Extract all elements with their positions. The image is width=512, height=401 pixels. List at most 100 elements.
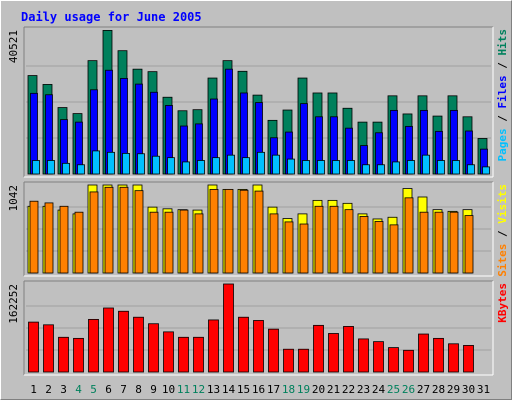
- kbytes-bar: [193, 336, 204, 373]
- x-tick-label: 30: [462, 383, 475, 396]
- kbytes-bar: [208, 319, 219, 373]
- legend-hits: Hits: [496, 29, 509, 56]
- sites-bar: [179, 209, 189, 274]
- pages-bar: [77, 164, 85, 175]
- kbytes-bar: [118, 310, 129, 373]
- pages-bar: [137, 153, 145, 175]
- x-tick-label: 3: [60, 383, 67, 396]
- kbytes-bar: [283, 348, 294, 373]
- kbytes-bar: [358, 338, 369, 373]
- kbytes-bar: [58, 336, 69, 373]
- x-tick-label: 23: [357, 383, 370, 396]
- pages-bar: [122, 152, 130, 175]
- x-tick-label: 28: [432, 383, 445, 396]
- max-label-hits: 40521: [7, 30, 20, 63]
- pages-bar: [32, 160, 40, 175]
- legend-visits: Visits: [496, 184, 509, 224]
- x-tick-label: 25: [387, 383, 400, 396]
- pages-bar: [407, 160, 415, 175]
- chart-title: Daily usage for June 2005: [21, 10, 202, 24]
- kbytes-bar: [448, 343, 459, 373]
- pages-bar: [482, 166, 490, 175]
- legend-files: Files: [496, 75, 509, 108]
- sites-bar: [284, 221, 294, 274]
- kbytes-bar: [463, 345, 474, 373]
- kbytes-bar: [388, 347, 399, 373]
- pages-bar: [347, 160, 355, 175]
- pages-bar: [167, 157, 175, 175]
- x-tick-label: 26: [402, 383, 415, 396]
- pages-bar: [437, 160, 445, 175]
- pages-bar: [452, 160, 460, 175]
- kbytes-bar: [163, 331, 174, 373]
- sites-bar: [164, 211, 174, 274]
- pages-bar: [422, 154, 430, 175]
- x-tick-label: 10: [162, 383, 175, 396]
- kbytes-bar: [178, 336, 189, 373]
- pages-bar: [227, 154, 235, 175]
- x-tick-label: 22: [342, 383, 355, 396]
- x-tick-label: 27: [417, 383, 430, 396]
- x-tick-label: 8: [135, 383, 142, 396]
- kbytes-bar: [148, 323, 159, 373]
- kbytes-bar: [88, 318, 99, 373]
- pages-bar: [107, 151, 115, 175]
- sites-bar: [464, 215, 474, 274]
- pages-bar: [317, 160, 325, 175]
- pages-bar: [212, 157, 220, 175]
- kbytes-bar: [43, 324, 54, 373]
- sites-bar: [374, 221, 384, 274]
- kbytes-bar: [238, 316, 249, 373]
- legend-separator: /: [496, 109, 509, 129]
- x-tick-label: 29: [447, 383, 460, 396]
- pages-bar: [392, 161, 400, 175]
- x-tick-label: 18: [282, 383, 295, 396]
- series-legend-hits: Pages / Files / Hits: [496, 29, 509, 162]
- sites-bar: [254, 190, 264, 274]
- pages-bar: [62, 162, 70, 175]
- pages-bar: [332, 160, 340, 175]
- legend-separator: /: [496, 224, 509, 244]
- x-tick-label: 14: [222, 383, 236, 396]
- kbytes-bar: [103, 307, 114, 373]
- sites-bar: [314, 205, 324, 274]
- kbytes-bar: [418, 333, 429, 373]
- sites-bar: [104, 186, 114, 274]
- sites-bar: [119, 186, 129, 274]
- pages-bar: [362, 164, 370, 175]
- series-legend-kbytes: KBytes: [496, 283, 509, 323]
- pages-bar: [377, 164, 385, 175]
- pages-bar: [182, 161, 190, 175]
- legend-kbytes: KBytes: [496, 283, 509, 323]
- sites-bar: [29, 200, 39, 274]
- kbytes-bar: [73, 337, 84, 373]
- sites-bar: [419, 211, 429, 274]
- legend-pages: Pages: [496, 128, 509, 161]
- x-tick-label: 12: [192, 383, 205, 396]
- x-tick-label: 21: [327, 383, 340, 396]
- x-tick-label: 13: [207, 383, 220, 396]
- sites-bar: [59, 205, 69, 274]
- x-tick-label: 1: [30, 383, 37, 396]
- sites-bar: [134, 190, 144, 274]
- pages-bar: [287, 158, 295, 175]
- sites-bar: [389, 224, 399, 274]
- kbytes-bar: [343, 326, 354, 373]
- max-label-visits: 1042: [7, 185, 20, 212]
- sites-bar: [449, 211, 459, 274]
- kbytes-bar: [403, 349, 414, 373]
- sites-bar: [89, 191, 99, 274]
- x-tick-label: 6: [105, 383, 112, 396]
- sites-bar: [404, 197, 414, 274]
- max-label-kbytes: 162252: [7, 284, 20, 324]
- sites-bar: [359, 216, 369, 274]
- x-tick-label: 31: [477, 383, 490, 396]
- pages-bar: [467, 164, 475, 175]
- sites-bar: [269, 213, 279, 274]
- sites-bar: [44, 202, 54, 274]
- sites-bar: [194, 213, 204, 274]
- x-tick-label: 16: [252, 383, 265, 396]
- kbytes-bar: [298, 348, 309, 373]
